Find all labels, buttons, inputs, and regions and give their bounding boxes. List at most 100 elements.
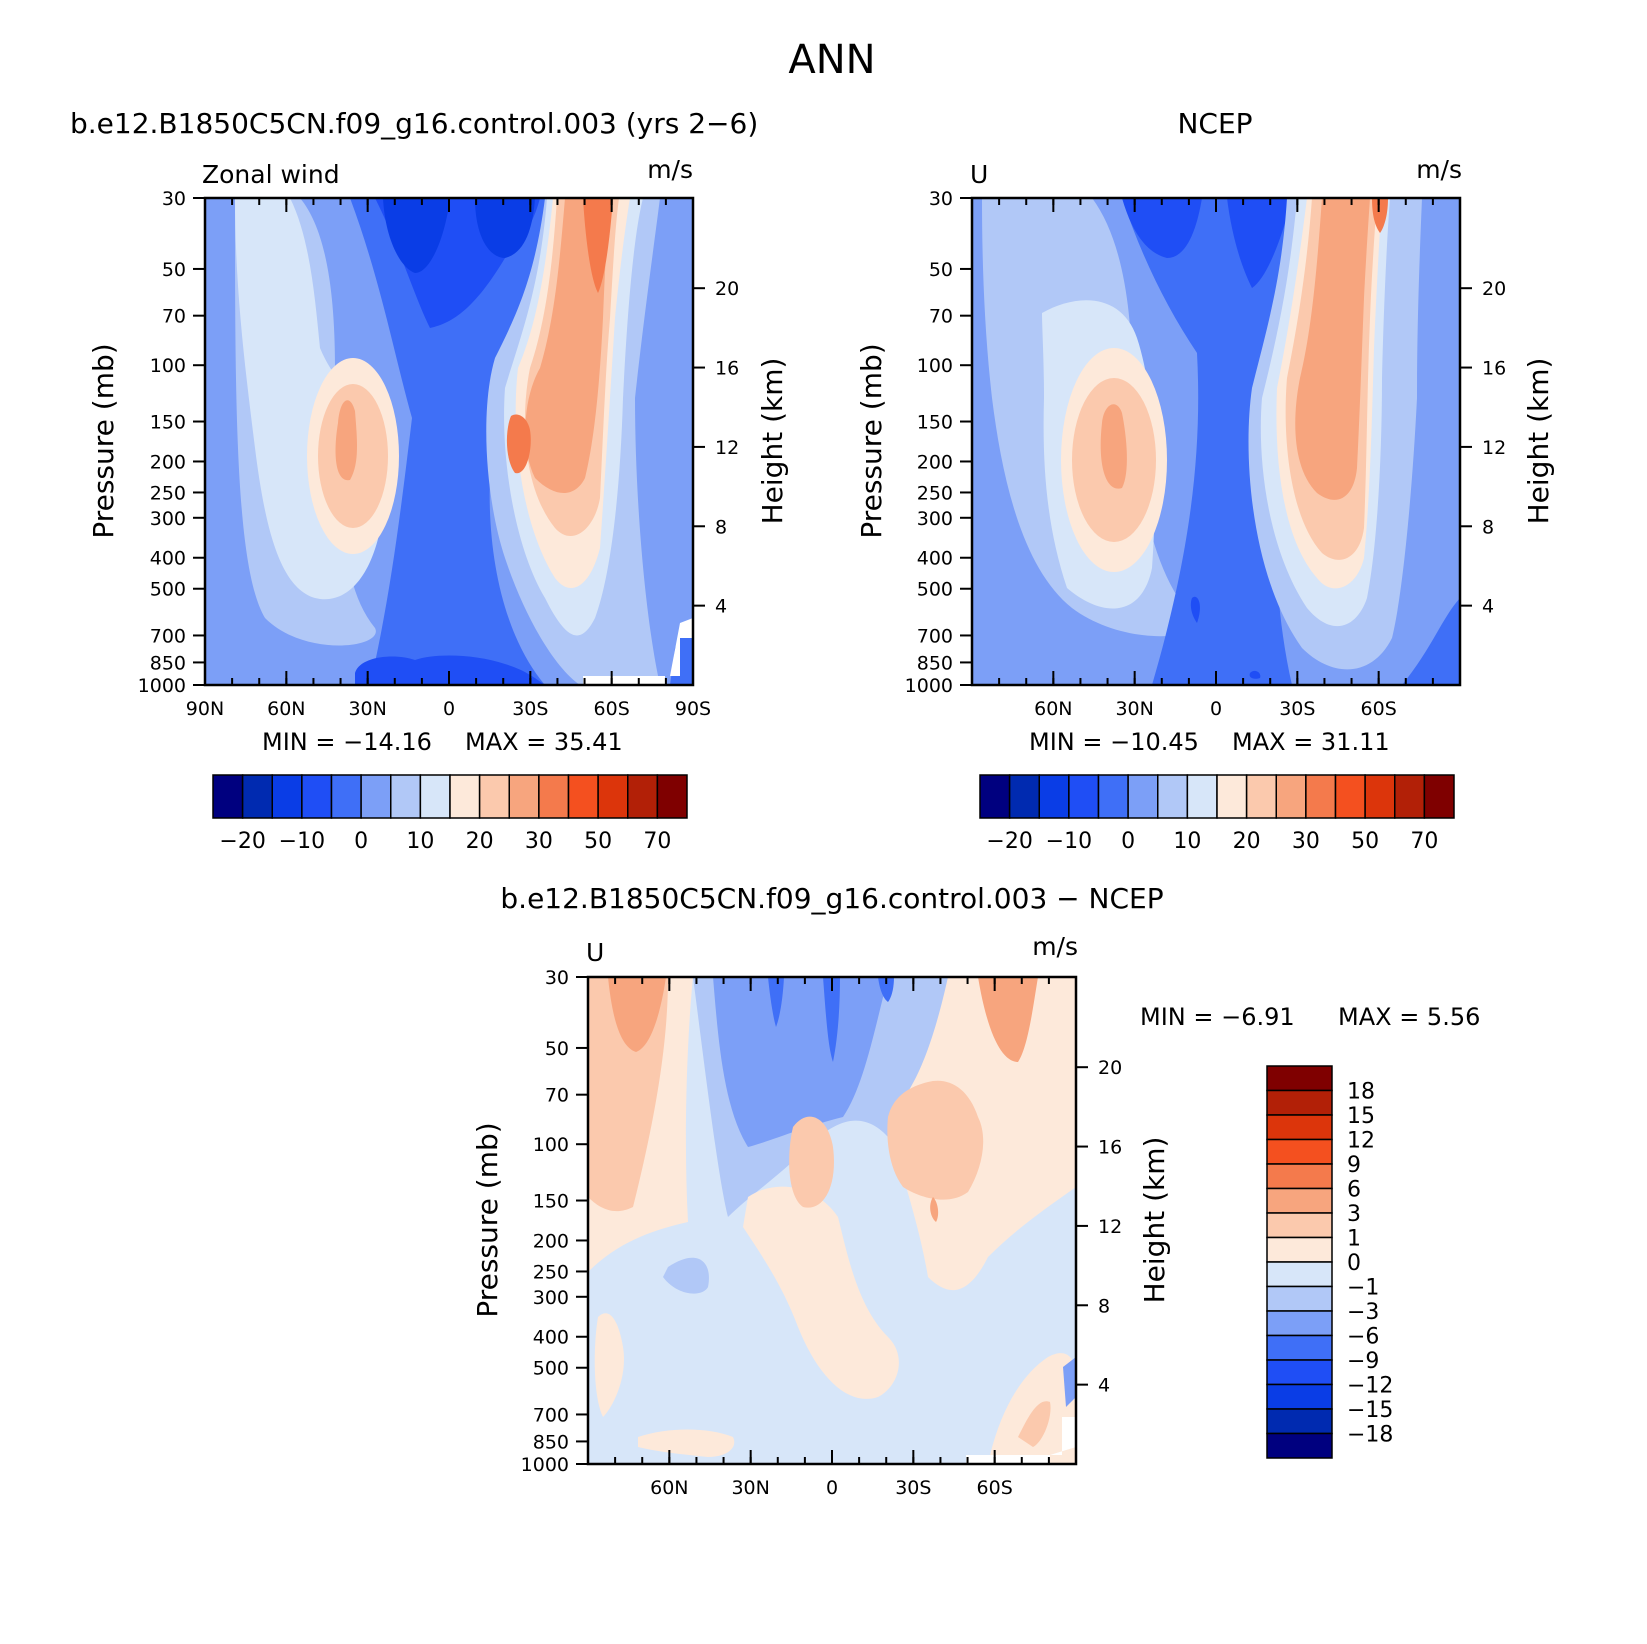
colorbar-swatch xyxy=(1266,1114,1333,1141)
colorbar-swatch xyxy=(1216,774,1248,819)
colorbar-swatch xyxy=(330,774,362,819)
y-tick-label: 500 xyxy=(917,579,953,601)
colorbar-swatch xyxy=(390,774,422,819)
y2-tick-label: 16 xyxy=(1098,1137,1122,1159)
y-tick-label: 200 xyxy=(150,451,186,473)
contour-field xyxy=(588,977,1076,1464)
left-string: U xyxy=(970,160,988,189)
panel-model: b.e12.B1850C5CN.f09_g16.control.003 (yrs… xyxy=(70,107,789,854)
colorbar-label: 1 xyxy=(1347,1227,1361,1252)
colorbar-swatch xyxy=(1266,1310,1333,1337)
y2-tick-label: 8 xyxy=(1482,516,1494,538)
y-tick-label: 850 xyxy=(917,652,953,674)
y-tick-label: 70 xyxy=(545,1085,569,1107)
colorbar-swatch xyxy=(1157,774,1189,819)
colorbar-label: 30 xyxy=(525,829,553,854)
y-axis-label: Pressure (mb) xyxy=(855,343,888,538)
y-axis-label: Pressure (mb) xyxy=(471,1122,504,1317)
colorbar-label: −10 xyxy=(279,829,325,854)
y-tick-label: 850 xyxy=(150,652,186,674)
colorbar-swatch xyxy=(1245,774,1277,819)
y-tick-label: 400 xyxy=(533,1327,569,1349)
units-label: m/s xyxy=(647,155,693,184)
colorbar-swatch xyxy=(1364,774,1396,819)
y-tick-label: 100 xyxy=(917,355,953,377)
colorbar-swatch xyxy=(1266,1089,1333,1116)
colorbar-swatch xyxy=(478,774,510,819)
y-tick-label: 70 xyxy=(162,306,186,328)
y-tick-label: 50 xyxy=(162,259,186,281)
y-tick-label: 100 xyxy=(150,355,186,377)
y-tick-label: 300 xyxy=(150,508,186,530)
y2-axis-label: Height (km) xyxy=(1522,358,1555,525)
colorbar-swatch xyxy=(1127,774,1159,819)
colorbar-label: 70 xyxy=(1410,829,1438,854)
y-tick-label: 400 xyxy=(150,548,186,570)
colorbar-label: −1 xyxy=(1347,1276,1379,1301)
colorbar-label: −12 xyxy=(1347,1374,1393,1399)
y-tick-label: 200 xyxy=(917,451,953,473)
colorbar-swatch xyxy=(1305,774,1337,819)
x-tick-label: 30N xyxy=(731,1477,769,1499)
y-tick-label: 70 xyxy=(929,306,953,328)
y-tick-label: 30 xyxy=(929,188,953,210)
y-tick-label: 150 xyxy=(533,1191,569,1213)
min-label: MIN = −10.45 xyxy=(1029,728,1199,756)
colorbar-label: −9 xyxy=(1347,1349,1379,1374)
x-tick-label: 90S xyxy=(675,698,711,720)
x-tick-label: 60N xyxy=(1034,698,1072,720)
colorbar-swatch xyxy=(1097,774,1129,819)
colorbar-label: −18 xyxy=(1347,1423,1393,1448)
colorbar-label: 18 xyxy=(1347,1080,1375,1105)
x-tick-label: 30S xyxy=(1279,698,1315,720)
colorbar-swatch xyxy=(1266,1187,1333,1214)
panel-title: b.e12.B1850C5CN.f09_g16.control.003 (yrs… xyxy=(70,107,758,140)
colorbar-swatch xyxy=(656,774,688,819)
x-tick-label: 30N xyxy=(348,698,386,720)
y-tick-label: 100 xyxy=(533,1134,569,1156)
colorbar-label: 15 xyxy=(1347,1104,1375,1129)
colorbar-label: 10 xyxy=(406,829,434,854)
colorbar-swatch xyxy=(1068,774,1100,819)
x-tick-label: 60S xyxy=(1361,698,1397,720)
y2-tick-label: 12 xyxy=(1098,1216,1122,1238)
colorbar-label: −15 xyxy=(1347,1398,1393,1423)
colorbar-label: −20 xyxy=(219,829,265,854)
colorbar-swatch xyxy=(1394,774,1426,819)
y-tick-label: 700 xyxy=(917,625,953,647)
y-tick-label: 500 xyxy=(150,579,186,601)
colorbar-label: −10 xyxy=(1046,829,1092,854)
y-tick-label: 300 xyxy=(533,1287,569,1309)
x-tick-label: 0 xyxy=(443,698,455,720)
colorbar-swatch xyxy=(1266,1383,1333,1410)
colorbar-label: 20 xyxy=(466,829,494,854)
colorbar-swatch xyxy=(271,774,303,819)
colorbar-label: −20 xyxy=(986,829,1032,854)
max-label: MAX = 5.56 xyxy=(1338,1003,1480,1031)
y2-tick-label: 8 xyxy=(1098,1295,1110,1317)
colorbar-label: 50 xyxy=(584,829,612,854)
colorbar-label: 0 xyxy=(1121,829,1135,854)
y2-tick-label: 4 xyxy=(1482,596,1494,618)
y2-tick-label: 4 xyxy=(1098,1375,1110,1397)
x-tick-label: 0 xyxy=(1210,698,1222,720)
x-tick-label: 90N xyxy=(186,698,224,720)
y-tick-label: 400 xyxy=(917,548,953,570)
y2-tick-label: 20 xyxy=(715,278,739,300)
panel-difference: b.e12.B1850C5CN.f09_g16.control.003 − NC… xyxy=(471,882,1480,1499)
colorbar-swatch xyxy=(567,774,599,819)
y2-axis-label: Height (km) xyxy=(1138,1137,1171,1304)
x-tick-label: 30S xyxy=(895,1477,931,1499)
colorbar-swatch xyxy=(1266,1408,1333,1435)
colorbar-swatch xyxy=(1423,774,1455,819)
colorbar-swatch xyxy=(1008,774,1040,819)
y-tick-label: 500 xyxy=(533,1358,569,1380)
colorbar-swatch xyxy=(1266,1236,1333,1263)
colorbar-swatch xyxy=(597,774,629,819)
y2-tick-label: 8 xyxy=(715,516,727,538)
x-tick-label: 60N xyxy=(267,698,305,720)
colorbar-swatch xyxy=(301,774,333,819)
colorbar-swatch xyxy=(212,774,244,819)
y-tick-label: 50 xyxy=(545,1038,569,1060)
colorbar-swatch xyxy=(627,774,659,819)
